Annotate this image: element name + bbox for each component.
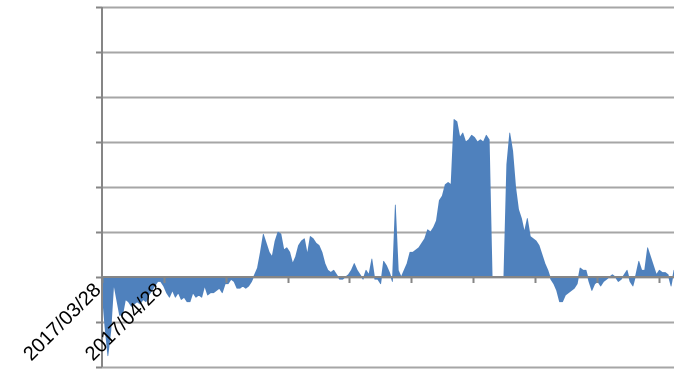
x-ticks bbox=[96, 6, 661, 369]
series-area bbox=[101, 119, 674, 357]
gridlines bbox=[102, 6, 674, 369]
